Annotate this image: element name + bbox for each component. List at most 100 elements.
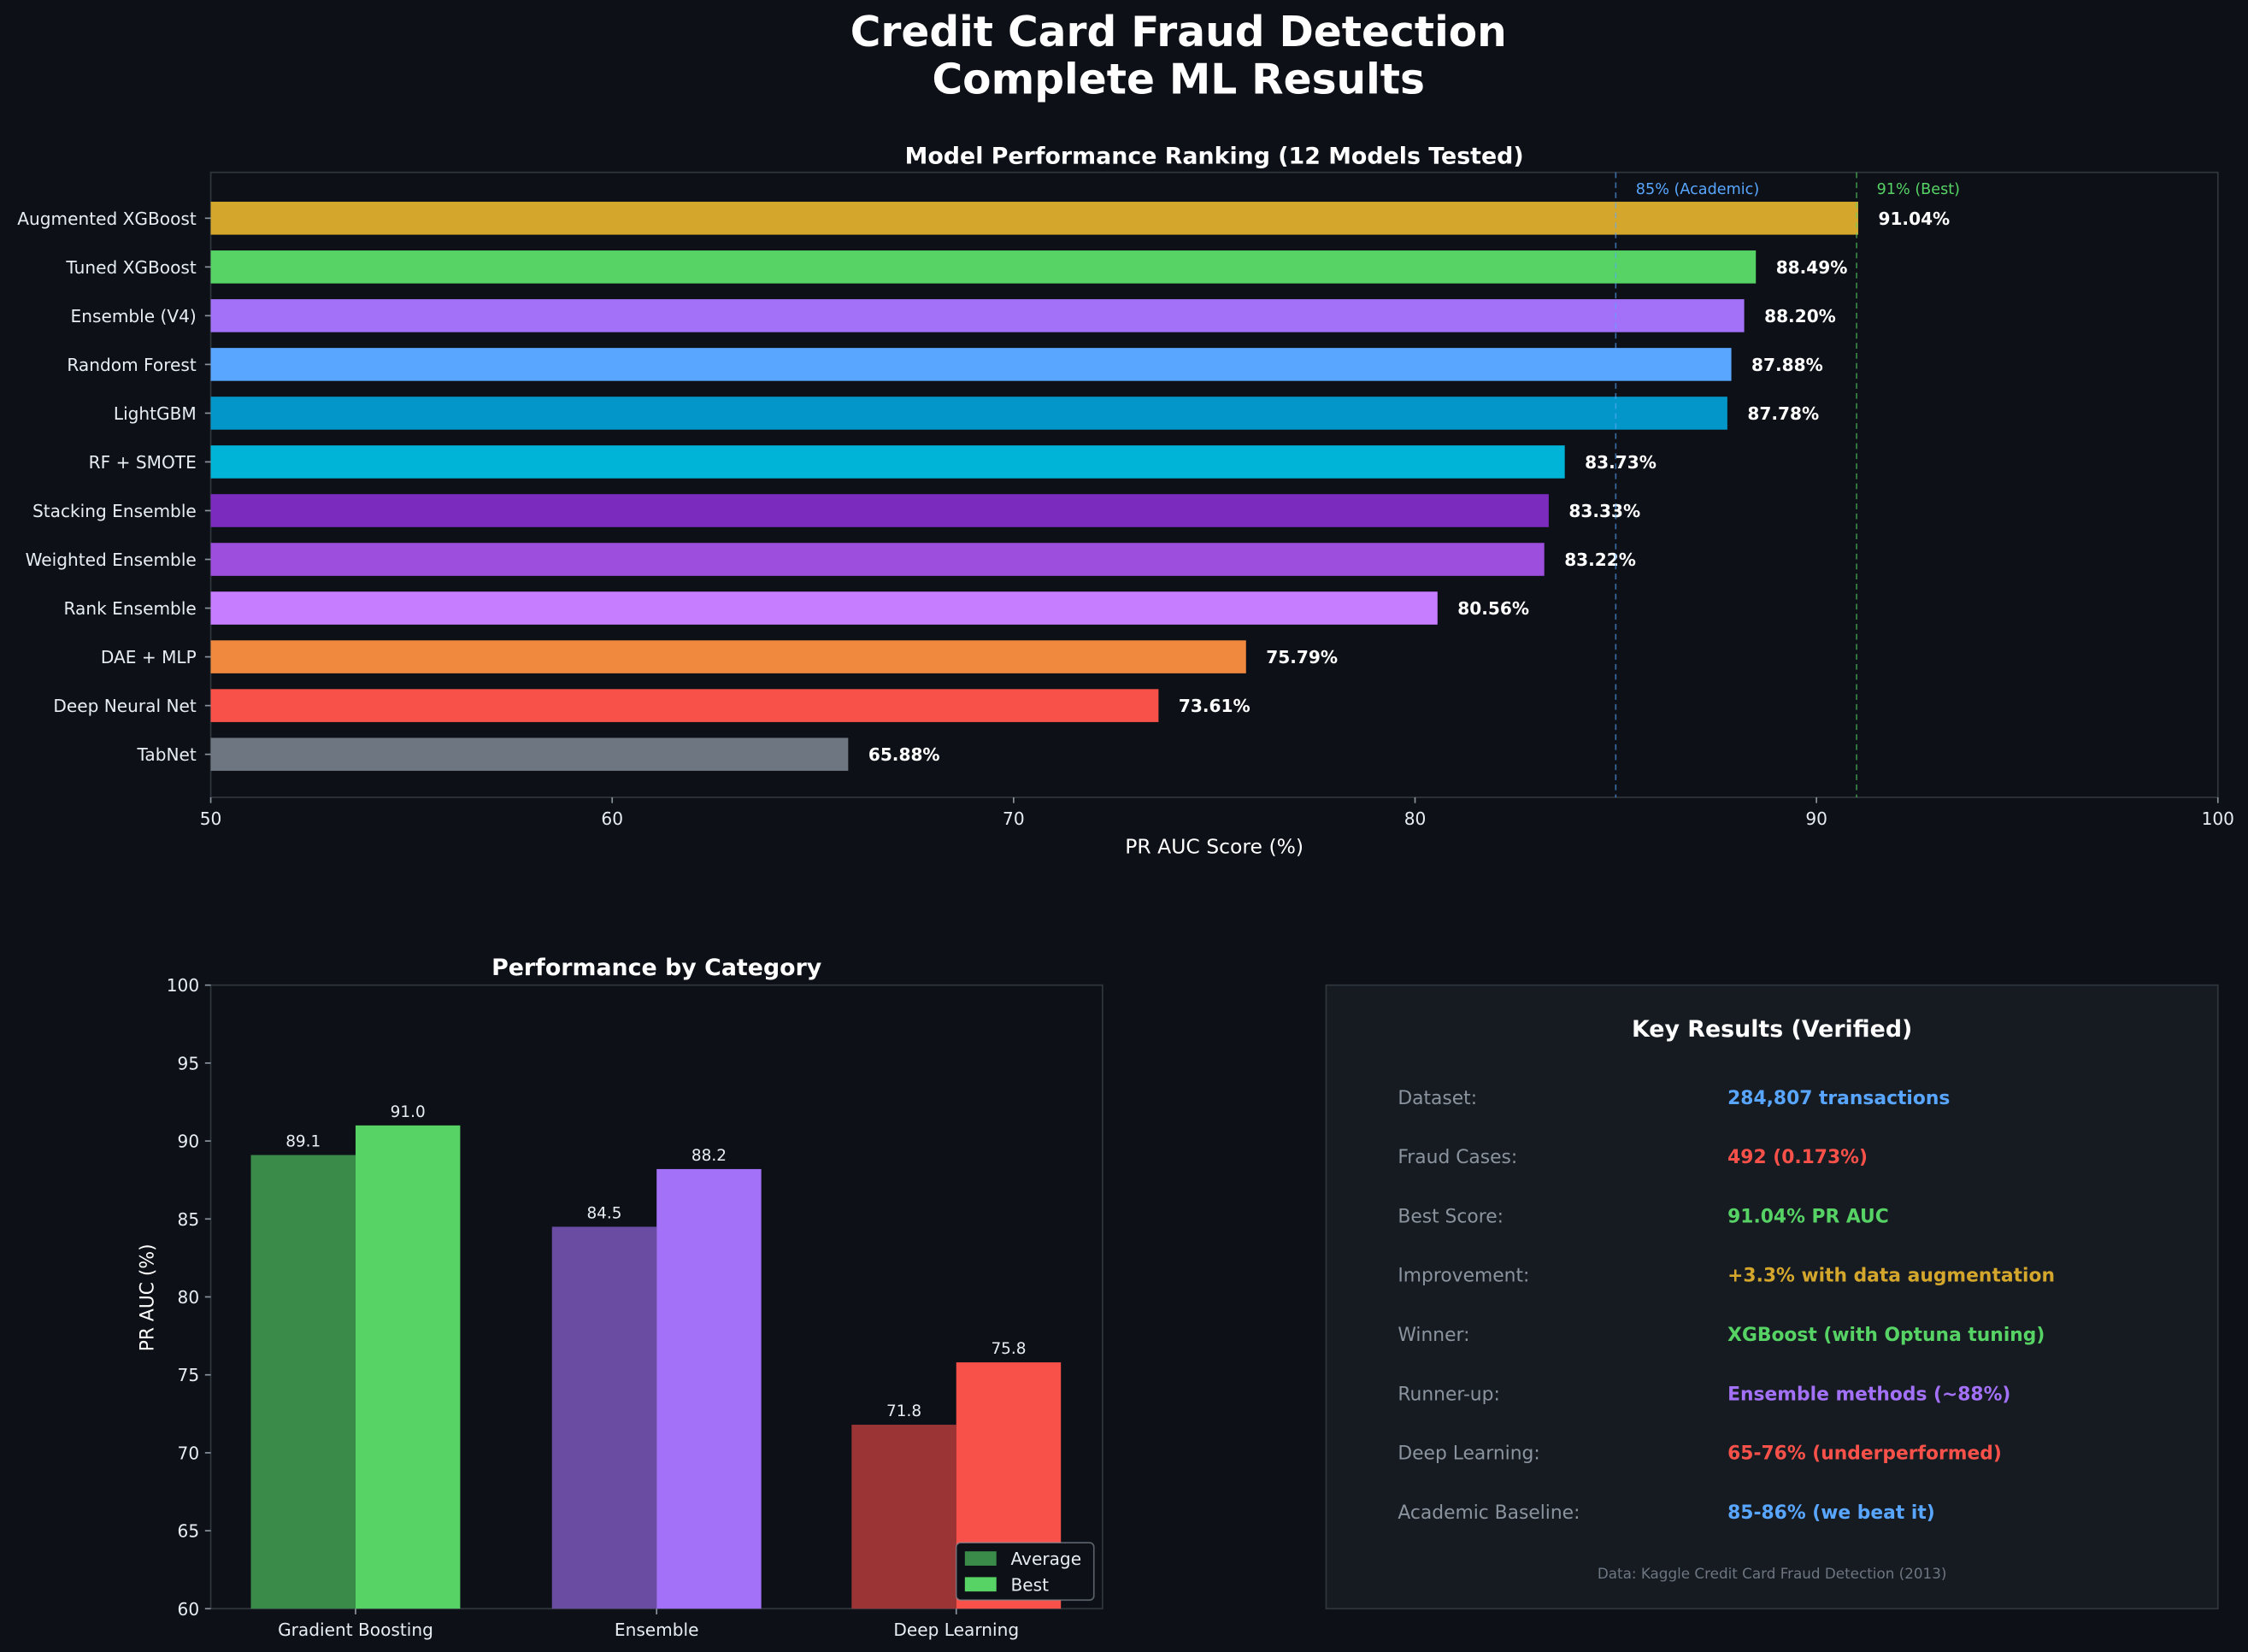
- x-tick-label: Ensemble: [615, 1620, 699, 1640]
- key-result-label: Fraud Cases:: [1398, 1147, 1517, 1168]
- data-label: 83.73%: [1585, 452, 1657, 473]
- key-result-label: Improvement:: [1398, 1266, 1529, 1287]
- y-tick-label: Rank Ensemble: [64, 598, 197, 619]
- data-label: 87.78%: [1747, 403, 1819, 424]
- bar-11: [210, 738, 849, 771]
- bar-average-2: [851, 1425, 956, 1609]
- bar-6: [210, 494, 1549, 527]
- figure-title-line2: Complete ML Results: [932, 56, 1425, 103]
- legend-label: Best: [1010, 1574, 1049, 1595]
- key-results-title: Key Results (Verified): [1632, 1016, 1912, 1043]
- y-tick-label: Augmented XGBoost: [17, 209, 197, 229]
- data-label: 91.04%: [1878, 209, 1950, 229]
- category-chart-title: Performance by Category: [491, 955, 821, 981]
- data-label: 71.8: [886, 1402, 921, 1420]
- key-results-footer: Data: Kaggle Credit Card Fraud Detection…: [1598, 1565, 1947, 1582]
- data-label: 89.1: [285, 1132, 321, 1150]
- y-tick-label: LightGBM: [114, 403, 197, 424]
- category-y-label: PR AUC (%): [137, 1243, 158, 1351]
- key-result-value: 85-86% (we beat it): [1727, 1502, 1935, 1524]
- key-result-value: 492 (0.173%): [1727, 1147, 1868, 1168]
- data-label: 88.2: [691, 1147, 727, 1165]
- data-label: 80.56%: [1457, 598, 1529, 619]
- y-tick-label: Stacking Ensemble: [32, 501, 197, 521]
- y-tick-label: Deep Neural Net: [53, 696, 197, 716]
- key-results-panel: Key Results (Verified) Data: Kaggle Cred…: [1325, 984, 2219, 1610]
- key-result-value: +3.3% with data augmentation: [1727, 1266, 2055, 1287]
- bar-5: [210, 445, 1565, 479]
- reference-line-label: 91% (Best): [1877, 181, 1960, 198]
- y-tick-label: 80: [178, 1287, 200, 1308]
- y-tick-label: TabNet: [136, 744, 196, 765]
- ranking-chart-title: Model Performance Ranking (12 Models Tes…: [905, 144, 1524, 170]
- data-label: 75.8: [991, 1340, 1026, 1358]
- y-tick-label: 85: [178, 1209, 200, 1230]
- bar-2: [210, 299, 1745, 332]
- y-tick-label: 65: [178, 1521, 200, 1542]
- bar-0: [210, 202, 1858, 235]
- x-tick-label: 60: [601, 808, 623, 829]
- key-result-value: 65-76% (underperformed): [1727, 1443, 2002, 1465]
- key-result-value: 284,807 transactions: [1727, 1088, 1950, 1109]
- y-tick-label: Ensemble (V4): [71, 306, 197, 326]
- data-label: 84.5: [586, 1204, 621, 1222]
- bar-4: [210, 397, 1727, 430]
- y-tick-label: Tuned XGBoost: [65, 257, 196, 278]
- reference-line-label: 85% (Academic): [1636, 181, 1759, 198]
- y-tick-label: Weighted Ensemble: [26, 550, 197, 570]
- bar-1: [210, 250, 1757, 284]
- key-result-label: Deep Learning:: [1398, 1443, 1539, 1465]
- legend-label: Average: [1010, 1549, 1081, 1569]
- figure-title-line1: Credit Card Fraud Detection: [850, 9, 1507, 56]
- key-result-label: Dataset:: [1398, 1088, 1477, 1109]
- bar-average-0: [250, 1155, 356, 1609]
- key-result-value: XGBoost (with Optuna tuning): [1727, 1325, 2045, 1346]
- y-tick-label: 75: [178, 1365, 200, 1385]
- y-tick-label: 60: [178, 1599, 200, 1620]
- data-label: 65.88%: [868, 744, 940, 765]
- x-tick-label: 100: [2202, 808, 2234, 829]
- bar-3: [210, 348, 1732, 381]
- y-tick-label: 95: [178, 1053, 200, 1073]
- key-result-label: Runner-up:: [1398, 1384, 1499, 1405]
- bar-best-0: [355, 1125, 461, 1609]
- data-label: 91.0: [391, 1103, 426, 1121]
- legend-swatch-average: [964, 1551, 997, 1566]
- legend-swatch-best: [964, 1577, 997, 1592]
- ranking-axes-frame: [209, 171, 2219, 798]
- key-results-box: [1325, 984, 2219, 1610]
- data-label: 87.88%: [1751, 355, 1823, 375]
- bar-best-1: [656, 1168, 762, 1609]
- ranking-x-label: PR AUC Score (%): [1125, 834, 1303, 858]
- data-label: 73.61%: [1179, 696, 1251, 716]
- x-tick-label: 80: [1404, 808, 1427, 829]
- x-tick-label: Deep Learning: [893, 1620, 1019, 1640]
- bar-7: [210, 543, 1545, 576]
- y-tick-label: 90: [178, 1132, 200, 1152]
- key-result-value: Ensemble methods (~88%): [1727, 1384, 2010, 1405]
- bar-average-1: [551, 1226, 657, 1609]
- x-tick-label: 50: [200, 808, 222, 829]
- key-result-label: Best Score:: [1398, 1206, 1504, 1227]
- data-label: 88.49%: [1776, 257, 1848, 278]
- x-tick-label: 90: [1805, 808, 1827, 829]
- category-chart: Performance by Category PR AUC (%) 89.1 9…: [137, 955, 1103, 1640]
- y-tick-label: DAE + MLP: [101, 647, 197, 667]
- x-tick-label: 70: [1003, 808, 1025, 829]
- legend: Average Best: [955, 1542, 1095, 1602]
- data-label: 83.33%: [1568, 501, 1640, 521]
- bar-9: [210, 640, 1246, 673]
- y-tick-label: 100: [167, 975, 199, 996]
- bar-8: [210, 591, 1438, 625]
- y-tick-label: 70: [178, 1443, 200, 1463]
- data-label: 88.20%: [1764, 306, 1836, 326]
- ranking-chart: Model Performance Ranking (12 Models Tes…: [17, 144, 2234, 859]
- bar-10: [210, 689, 1159, 722]
- key-result-label: Winner:: [1398, 1325, 1469, 1346]
- data-label: 75.79%: [1266, 647, 1338, 667]
- data-label: 83.22%: [1564, 550, 1636, 570]
- y-tick-label: Random Forest: [67, 355, 196, 375]
- key-result-value: 91.04% PR AUC: [1727, 1206, 1889, 1227]
- x-tick-label: Gradient Boosting: [278, 1620, 433, 1640]
